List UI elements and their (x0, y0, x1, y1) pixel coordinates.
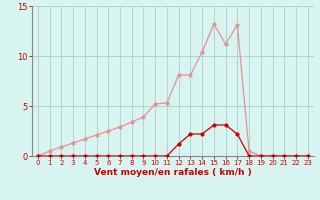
X-axis label: Vent moyen/en rafales ( km/h ): Vent moyen/en rafales ( km/h ) (94, 168, 252, 177)
